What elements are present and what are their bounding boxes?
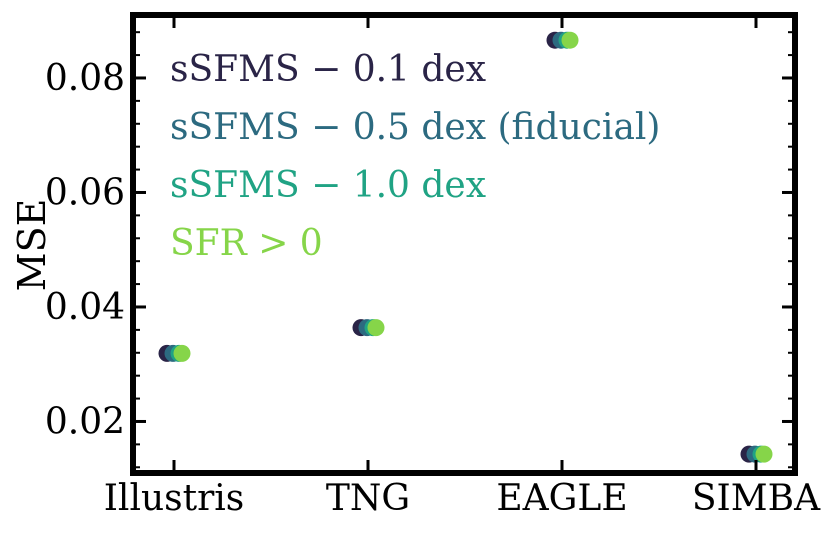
y-axis-label: MSE: [10, 199, 54, 292]
tick-labels: 0.02 0.04 0.06 0.08 Illustris TNG EAGLE SIMBA: [45, 58, 821, 519]
y-tick-label: 0.02: [45, 401, 125, 442]
legend-entry: SFR > 0: [170, 223, 323, 264]
y-tick-label: 0.04: [45, 287, 125, 328]
legend-entry: sSFMS − 0.5 dex (fiducial): [170, 107, 660, 148]
data-point: [561, 31, 579, 49]
x-tick-label: EAGLE: [496, 478, 627, 519]
x-tick-label: SIMBA: [692, 478, 821, 519]
data-point: [755, 445, 773, 463]
x-tick-label: TNG: [326, 478, 410, 519]
y-tick-label: 0.06: [45, 172, 125, 213]
plot-frame: [130, 12, 798, 476]
legend-entry: sSFMS − 0.1 dex: [170, 49, 486, 90]
data-point: [367, 319, 385, 337]
data-points: [158, 31, 773, 463]
x-tick-label: Illustris: [104, 478, 245, 519]
legend: sSFMS − 0.1 dex sSFMS − 0.5 dex (fiducial…: [170, 49, 660, 264]
data-point: [173, 344, 191, 362]
y-tick-label: 0.08: [45, 58, 125, 99]
legend-entry: sSFMS − 1.0 dex: [170, 165, 486, 206]
